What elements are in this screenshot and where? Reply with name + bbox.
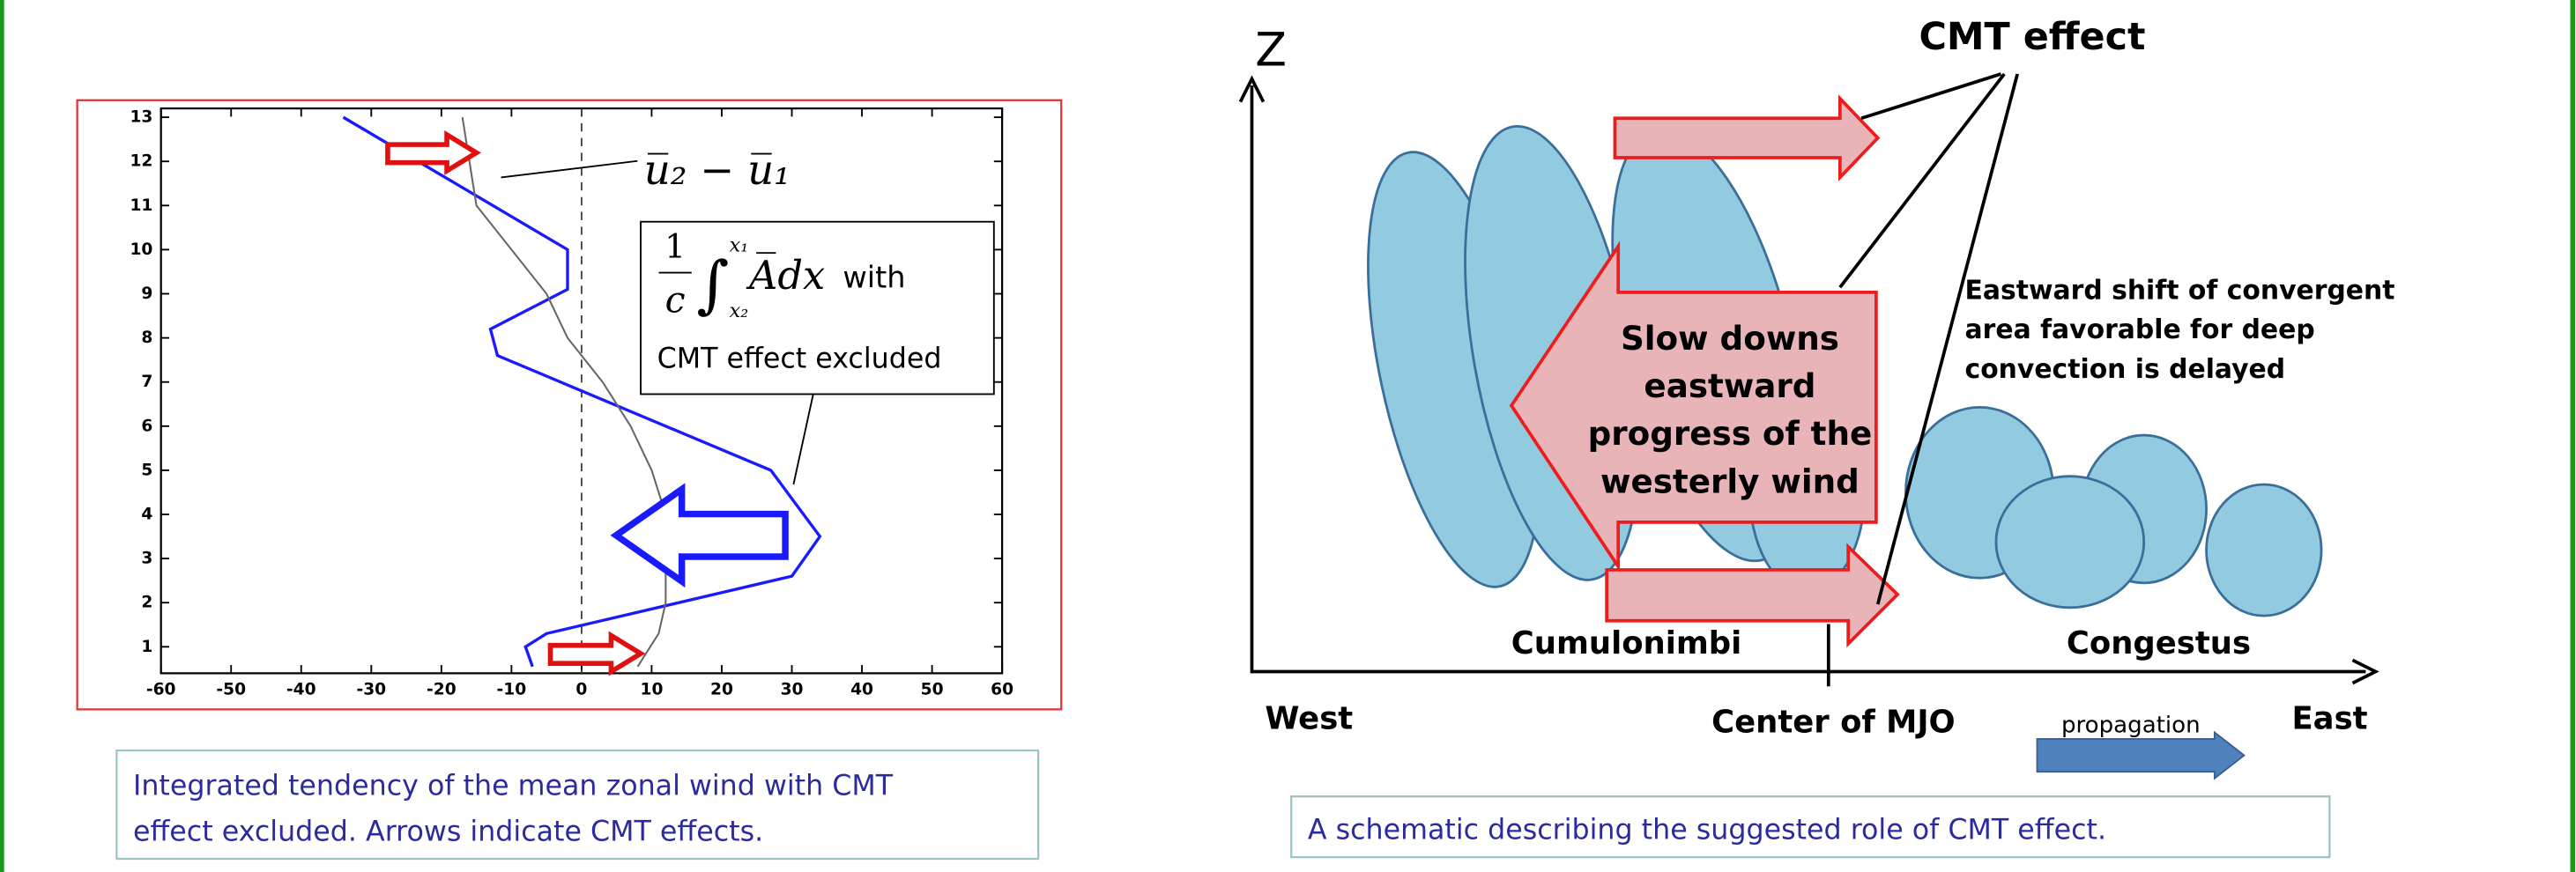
y-tick-label: 13 [130,108,152,127]
y-tick-label: 1 [141,638,152,656]
x-tick-label: 60 [991,681,1013,699]
text-line: convection is delayed [1965,354,2286,385]
propagation-label: propagation [2061,712,2201,738]
caption-line: effect excluded. Arrows indicate CMT eff… [133,817,763,848]
difference-label: u̅₂ − u̅₁ [644,146,791,194]
x-tick-label: -40 [286,681,316,699]
west-label: West [1265,701,1353,737]
y-tick-label: 4 [141,506,152,524]
x-tick-label: 20 [710,681,733,699]
y-tick-label: 11 [130,196,152,215]
x-tick-label: -20 [427,681,457,699]
propagation-arrow [2038,732,2245,778]
caption-line: A schematic describing the suggested rol… [1308,815,2106,846]
y-tick-label: 8 [141,329,152,347]
caption-line: Integrated tendency of the mean zonal wi… [133,770,894,802]
x-tick-label: -10 [497,681,527,699]
x-tick-label: 50 [921,681,944,699]
y-tick-label: 9 [141,285,152,303]
y-tick-label: 3 [141,550,152,568]
cloud [1996,477,2144,608]
text-line: Eastward shift of convergent [1965,275,2395,306]
x-tick-label: 30 [781,681,804,699]
formula-denominator: c [665,278,686,321]
formula-integral: ∫ [696,248,729,321]
formula-upper: x₁ [730,233,749,256]
cumulonimbi-label: Cumulonimbi [1511,625,1741,661]
y-tick-label: 12 [130,152,152,171]
text-line: Slow downs [1621,319,1839,358]
formula-integrand: A̅dx [746,252,825,299]
y-tick-label: 5 [141,461,152,479]
x-tick-label: 0 [575,681,587,699]
formula-suffix: with [843,260,905,294]
formula-note: CMT effect excluded [657,344,942,375]
formula-lower: x₂ [730,299,749,322]
y-tick-label: 7 [141,373,152,391]
chart-frame [78,100,1062,710]
leader-line [1840,74,2004,287]
leader-line [1861,74,2001,118]
slide: -60-50-40-30-20-100102030405060123456789… [0,0,2576,872]
z-label: Z [1255,25,1287,78]
diagram: Z CMT effect Slow downs eastward progres… [1240,15,2394,779]
x-tick-label: 40 [850,681,873,699]
y-tick-label: 6 [141,417,152,435]
shift-text: Eastward shift of convergent area favora… [1965,275,2395,384]
cloud [2207,484,2321,616]
text-line: westerly wind [1600,462,1860,500]
text-line: progress of the [1588,414,1873,453]
formula-numerator: 1 [664,227,686,266]
x-tick-label: -50 [216,681,246,699]
cmt-label: CMT effect [1919,15,2145,59]
congestus-label: Congestus [2067,625,2251,661]
y-tick-label: 2 [141,594,152,612]
x-tick-label: 10 [640,681,663,699]
east-label: East [2292,701,2368,737]
x-tick-label: -60 [146,681,176,699]
y-tick-label: 10 [130,240,152,259]
x-tick-label: -30 [356,681,386,699]
congestus-clouds [1905,407,2321,616]
center-label: Center of MJO [1711,704,1956,740]
text-line: eastward [1644,366,1815,405]
text-line: area favorable for deep [1965,314,2315,345]
